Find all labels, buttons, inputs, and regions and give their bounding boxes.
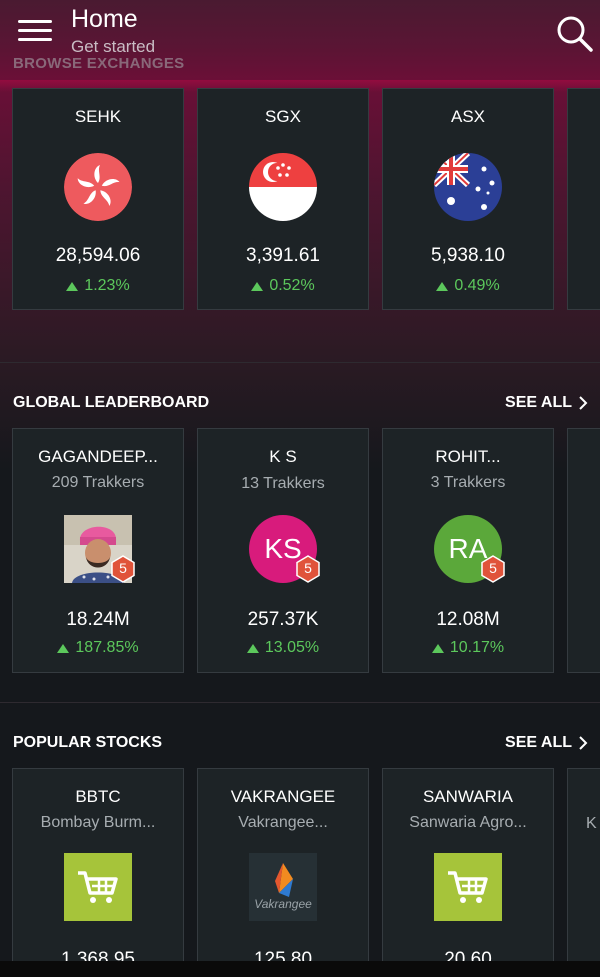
popular-stocks-heading: POPULAR STOCKS [13, 734, 163, 751]
stock-symbol: VAKRANGEE [230, 787, 336, 806]
level-badge-icon [111, 555, 135, 583]
leaderboard-card[interactable]: K S 13 Trakkers KS 5 257.37K 13.05% [197, 428, 369, 673]
portfolio-value: 257.37K [247, 609, 319, 630]
exchange-value: 5,938.10 [431, 245, 505, 266]
leaderboard-card[interactable]: GAGANDEEP... 209 Trakkers 5 18.24M 187.8 [12, 428, 184, 673]
popular-stocks-carousel[interactable]: BBTC Bombay Burm... 1,368.95 VAKRANGEE V… [0, 768, 600, 961]
section-divider [0, 702, 600, 703]
level-badge-icon [481, 555, 505, 583]
trakkers-count: 13 Trakkers [241, 475, 325, 492]
up-arrow-icon [246, 643, 259, 653]
level-badge-icon [296, 555, 320, 583]
company-name: Vakrangee... [238, 814, 328, 831]
portfolio-value: 12.08M [436, 609, 500, 630]
global-leaderboard-heading: GLOBAL LEADERBOARD [13, 394, 210, 411]
stock-price: 125.80 [253, 949, 313, 961]
stock-symbol: BBTC [75, 787, 121, 806]
avatar: RA 5 [434, 515, 505, 583]
trakkers-count: 3 Trakkers [430, 474, 506, 491]
stock-card-vakrangee[interactable]: VAKRANGEE Vakrangee... Vakrangee 125.80 [197, 768, 369, 961]
trakkers-count: 209 Trakkers [51, 474, 145, 491]
portfolio-value: 18.24M [66, 609, 130, 630]
portfolio-change: 10.17% [383, 639, 553, 657]
level-badge-number: 5 [489, 560, 497, 576]
vakrangee-logo-text: Vakrangee [254, 897, 312, 911]
exchange-name: SGX [265, 107, 301, 126]
up-arrow-icon [66, 281, 79, 291]
user-name: GAGANDEEP... [38, 447, 158, 466]
chevron-right-icon [579, 736, 588, 750]
stock-price: 1,368.95 [61, 949, 135, 961]
company-name: Bombay Burm... [40, 814, 156, 831]
exchange-card-partial[interactable] [567, 88, 600, 310]
up-arrow-icon [436, 281, 449, 291]
hong-kong-flag-icon [64, 153, 132, 221]
up-arrow-icon [251, 281, 264, 291]
exchange-card-sehk[interactable]: SEHK 28,594.06 1.23% [12, 88, 184, 310]
exchanges-carousel[interactable]: SEHK 28,594.06 1.23% SGX [0, 88, 600, 310]
portfolio-change: 187.85% [13, 639, 183, 657]
exchange-value: 3,391.61 [246, 245, 320, 266]
leaderboard-carousel[interactable]: GAGANDEEP... 209 Trakkers 5 18.24M 187.8 [0, 428, 600, 673]
level-badge-number: 5 [119, 560, 127, 576]
exchange-name: ASX [450, 107, 486, 126]
exchange-card-sgx[interactable]: SGX 3,391.61 0.52% [197, 88, 369, 310]
company-name: Sanwaria Agro... [409, 814, 527, 831]
singapore-flag-icon [249, 153, 317, 221]
stock-card-partial[interactable]: K [567, 768, 600, 961]
exchange-name: SEHK [74, 107, 122, 126]
section-divider [0, 362, 600, 363]
page-subtitle: Get started [71, 37, 156, 56]
exchange-change: 0.49% [383, 277, 553, 295]
exchange-change: 0.52% [198, 277, 368, 295]
leaderboard-card-partial[interactable] [567, 428, 600, 673]
up-arrow-icon [57, 643, 70, 653]
user-name: K S [269, 447, 297, 466]
leaderboard-see-all-button[interactable]: SEE ALL [505, 394, 588, 412]
australia-flag-icon [434, 153, 502, 221]
stock-price: 20.60 [444, 949, 492, 961]
avatar: 5 [64, 515, 135, 583]
shopping-cart-icon [64, 853, 132, 921]
vakrangee-logo-icon: Vakrangee [249, 853, 317, 921]
stock-card-bbtc[interactable]: BBTC Bombay Burm... 1,368.95 [12, 768, 184, 961]
page-title: Home [71, 5, 138, 33]
app-bar: Home Get started [0, 0, 600, 60]
chevron-right-icon [579, 396, 588, 410]
popular-see-all-button[interactable]: SEE ALL [505, 734, 588, 752]
avatar: KS 5 [249, 515, 320, 583]
system-bottom-bar [0, 961, 600, 977]
search-icon[interactable] [554, 14, 594, 54]
exchange-change: 1.23% [13, 277, 183, 295]
up-arrow-icon [431, 643, 444, 653]
stock-symbol: SANWARIA [422, 787, 514, 806]
stock-card-sanwaria[interactable]: SANWARIA Sanwaria Agro... 20.60 [382, 768, 554, 961]
browse-exchanges-heading: BROWSE EXCHANGES [13, 55, 185, 72]
portfolio-change: 13.05% [198, 639, 368, 657]
hamburger-menu-icon[interactable] [18, 18, 52, 44]
user-name: ROHIT... [435, 447, 501, 466]
exchange-card-asx[interactable]: ASX 5,938.10 [382, 88, 554, 310]
leaderboard-card[interactable]: ROHIT... 3 Trakkers RA 5 12.08M 10.17% [382, 428, 554, 673]
exchange-value: 28,594.06 [55, 245, 141, 266]
shopping-cart-icon [434, 853, 502, 921]
level-badge-number: 5 [304, 560, 312, 576]
